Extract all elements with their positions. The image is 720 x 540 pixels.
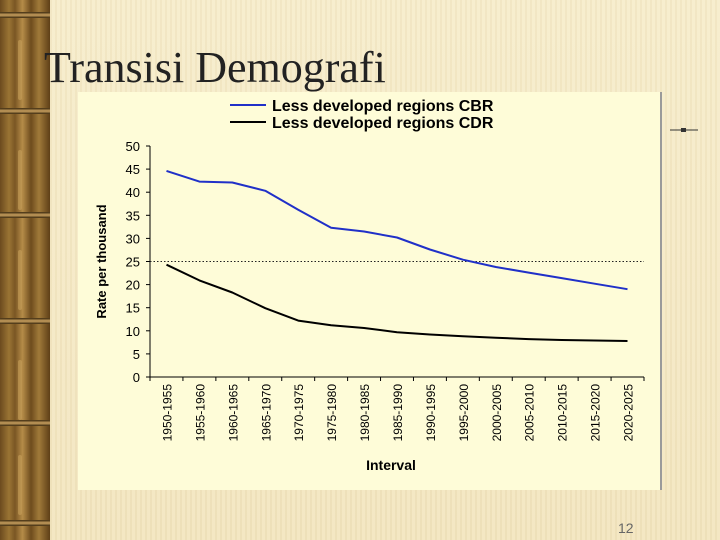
y-tick-label: 40 [126, 185, 140, 200]
x-tick-label: 1965-1970 [259, 384, 273, 442]
x-tick-label: 1950-1955 [160, 384, 174, 442]
y-tick-label: 50 [126, 139, 140, 154]
x-tick-label: 1990-1995 [424, 384, 438, 442]
y-tick-label: 5 [133, 347, 140, 362]
bamboo-accent [18, 150, 22, 210]
x-axis-label: Interval [366, 457, 416, 473]
demographic-transition-chart: 0 5 10 15 20 25 30 35 40 45 50 1950-1955 1955-1960 19… [94, 98, 645, 473]
bamboo-node [0, 318, 50, 324]
x-tick-label: 2020-2025 [622, 384, 636, 442]
legend-cdr-label: Less developed regions CDR [272, 115, 494, 132]
legend-cbr-label: Less developed regions CBR [272, 98, 494, 115]
x-tick-label: 2010-2015 [556, 384, 570, 442]
x-tick-label: 1980-1985 [358, 384, 372, 442]
bamboo-node [0, 420, 50, 426]
slide-number: 12 [618, 520, 634, 536]
cbr-series-line [166, 169, 628, 291]
x-tick-label: 1970-1975 [292, 384, 306, 442]
bamboo-accent [18, 250, 22, 310]
x-tick-label: 1985-1990 [391, 384, 405, 442]
y-axis-label: Rate per thousand [94, 204, 109, 318]
bamboo-node [0, 212, 50, 218]
y-tick-label: 20 [126, 278, 140, 293]
y-tick-label: 15 [126, 301, 140, 316]
y-tick-label: 25 [126, 255, 140, 270]
x-tick-label: 1960-1965 [226, 384, 240, 442]
bamboo-accent [18, 360, 22, 420]
bamboo-node [0, 520, 50, 526]
legend-marker-icon [670, 128, 698, 132]
slide-title: Transisi Demografi [44, 43, 386, 92]
x-tick-label: 1995-2000 [457, 384, 471, 442]
bamboo-accent [18, 455, 22, 515]
y-tick-label: 45 [126, 162, 140, 177]
cdr-series-line [166, 263, 628, 342]
y-tick-label: 35 [126, 208, 140, 223]
x-tick-label: 1975-1980 [325, 384, 339, 442]
bamboo-node [0, 108, 50, 114]
x-tick-label: 2015-2020 [589, 384, 603, 442]
y-tick-label: 30 [126, 231, 140, 246]
bamboo-border-decoration [0, 0, 50, 540]
y-tick-label: 10 [126, 324, 140, 339]
chart-panel: 0 5 10 15 20 25 30 35 40 45 50 1950-1955 1955-1960 19… [78, 92, 662, 490]
bamboo-node [0, 12, 50, 18]
x-tick-label: 2005-2010 [523, 384, 537, 442]
x-tick-label: 1955-1960 [193, 384, 207, 442]
x-tick-label: 2000-2005 [490, 384, 504, 442]
y-tick-label: 0 [133, 370, 140, 385]
bamboo-accent [18, 40, 22, 100]
